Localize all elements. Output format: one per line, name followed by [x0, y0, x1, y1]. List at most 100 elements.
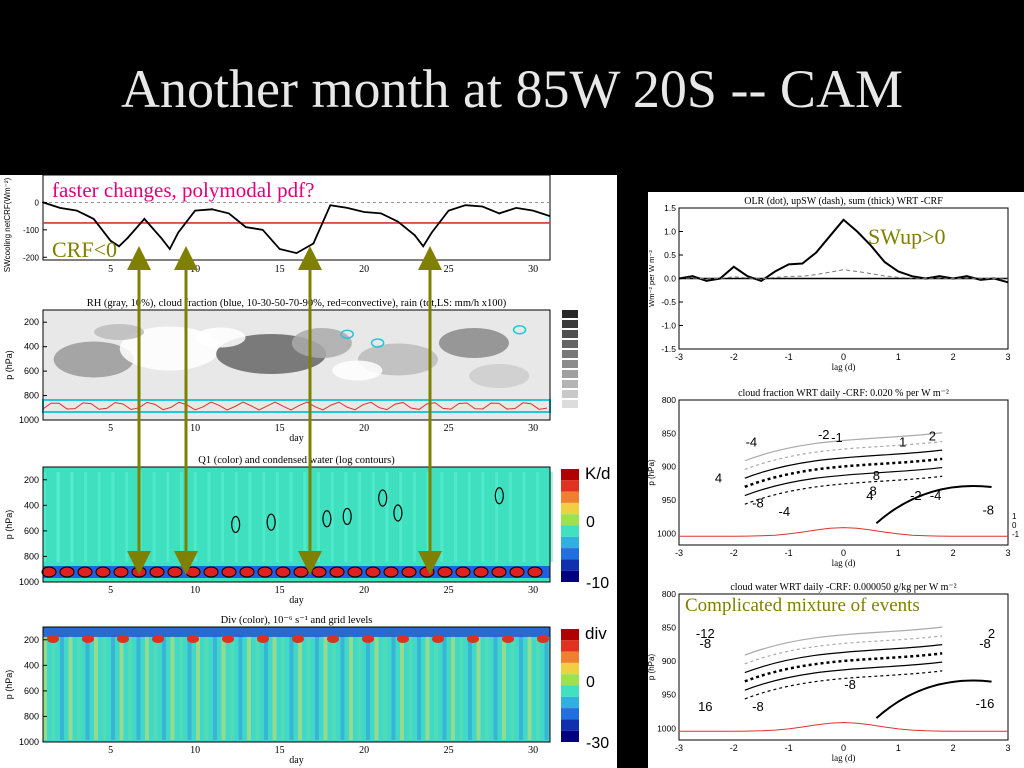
surface-red-line	[679, 527, 1008, 537]
panel-ytick-label: 1000	[19, 737, 39, 747]
heatmap-bg	[43, 467, 550, 582]
olr-upsw-line	[678, 269, 1009, 280]
colorbar-swatch	[561, 674, 579, 686]
contour-lines-5	[679, 432, 1008, 537]
olr-xtick-label: -2	[730, 352, 738, 362]
contour-xtick-label: -3	[675, 548, 683, 558]
q1-bottom-cell	[203, 566, 219, 578]
contour-ylabel: p (hPa)	[648, 459, 656, 486]
div-top-cell	[152, 635, 164, 643]
colorbar-swatch	[561, 730, 579, 742]
panel-xtick-label: 25	[444, 585, 454, 596]
panel-xtick-label: 15	[275, 585, 285, 596]
q1-streak	[440, 472, 444, 562]
olr-ytick-label: -1.0	[661, 321, 676, 331]
colorbar-swatch	[561, 480, 579, 492]
crf-series-line	[42, 201, 551, 255]
q1-streak	[289, 472, 293, 562]
contour-xlabel: lag (d)	[832, 753, 856, 763]
div-top-cell	[117, 635, 129, 643]
contour-right-tick: -1	[1012, 530, 1020, 539]
colorbar-swatch	[561, 685, 579, 697]
div-streak	[247, 635, 251, 740]
panel-xtick-label: 30	[528, 585, 538, 596]
div-streak	[536, 635, 540, 740]
panel-ytick-label: 1000	[19, 415, 39, 425]
div-streak	[51, 635, 56, 740]
contour-label: 8	[869, 484, 876, 499]
div-streak	[264, 635, 268, 740]
div-top-cell	[397, 635, 409, 643]
contour-label: -1	[831, 430, 843, 445]
div-top-cell	[432, 635, 444, 643]
panel-xtick-label: 10	[190, 423, 200, 434]
colorbar-swatch	[561, 629, 579, 641]
olr-ytick-label: -1.5	[661, 344, 676, 354]
panel-xtick-label: 20	[359, 745, 369, 756]
crf-data-point	[312, 242, 315, 245]
div-streak	[408, 635, 413, 740]
olr-xtick-label: 1	[896, 352, 901, 362]
q1-bottom-cell	[293, 566, 309, 578]
div-streak	[400, 635, 404, 740]
q1-streak	[84, 472, 88, 562]
olr-xlabel: lag (d)	[832, 362, 856, 372]
colorbar-tick-label: -30	[586, 735, 609, 752]
q1-bottom-cell	[77, 566, 93, 578]
convective-contour	[42, 401, 548, 411]
div-top-cell	[502, 635, 514, 643]
rh-legend-swatch	[562, 400, 578, 408]
panel-xtick-label: 30	[528, 423, 538, 434]
contour-xtick-label: 2	[951, 743, 956, 753]
div-top-cell	[187, 635, 199, 643]
panel-ytick-label: 600	[24, 526, 39, 536]
contour-label: -2	[910, 488, 922, 503]
contour-line	[744, 626, 943, 656]
div-streak	[383, 635, 387, 740]
surface-red-line	[678, 721, 1008, 732]
colorbar-swatch	[561, 548, 579, 560]
div-top-cell	[467, 635, 479, 643]
q1-bottom-cell	[383, 566, 399, 578]
condensed-water-contour	[393, 504, 403, 522]
crf-ytick-label: -100	[23, 226, 40, 235]
rh-legend-swatch	[562, 340, 578, 348]
q1-bottom-cell	[149, 566, 165, 578]
condensed-water-contour	[494, 487, 504, 505]
div-streak	[255, 635, 260, 740]
div-streak	[510, 635, 515, 740]
q1-streak	[166, 472, 170, 562]
div-top-band	[43, 627, 550, 637]
q1-bottom-cell	[221, 566, 237, 578]
colorbar-swatch	[561, 570, 579, 582]
div-streak	[289, 635, 294, 740]
q1-bottom-cell	[527, 566, 543, 578]
q1-streak	[344, 472, 348, 562]
crf-data-point	[413, 234, 416, 237]
crf-xtick-label: 10	[190, 264, 200, 275]
rh-blob	[94, 324, 145, 340]
rh-legend-swatch	[562, 380, 578, 388]
div-streak	[204, 635, 209, 740]
contour-xtick-label: -3	[675, 743, 683, 753]
panel-title-1: RH (gray, 10%), cloud fraction (blue, 10…	[87, 298, 507, 309]
q1-streak	[426, 472, 430, 562]
contour-label: -8	[979, 636, 991, 651]
crf-data-point	[126, 237, 129, 240]
div-streak	[179, 635, 183, 740]
panel-ytick-label: 400	[24, 500, 39, 510]
div-top-cell	[292, 635, 304, 643]
panel-ytick-label: 200	[24, 475, 39, 485]
left-figure-panel: 0 -100 -200 5 10 15 20 25 30 SWcooling netCRF(Wm⁻…	[0, 175, 617, 768]
rh-blob	[332, 360, 383, 381]
condensed-water-contour	[342, 507, 352, 526]
contour-line	[744, 440, 943, 471]
contour-label: 1	[899, 434, 906, 449]
contour-ytick-label: 800	[662, 395, 676, 405]
q1-streak	[275, 472, 279, 562]
div-top-cell	[327, 635, 339, 643]
q1-streak	[371, 472, 375, 562]
olr-ytick-label: 0.5	[664, 250, 676, 260]
q1-streak	[536, 472, 540, 562]
div-top-cell	[257, 635, 269, 643]
